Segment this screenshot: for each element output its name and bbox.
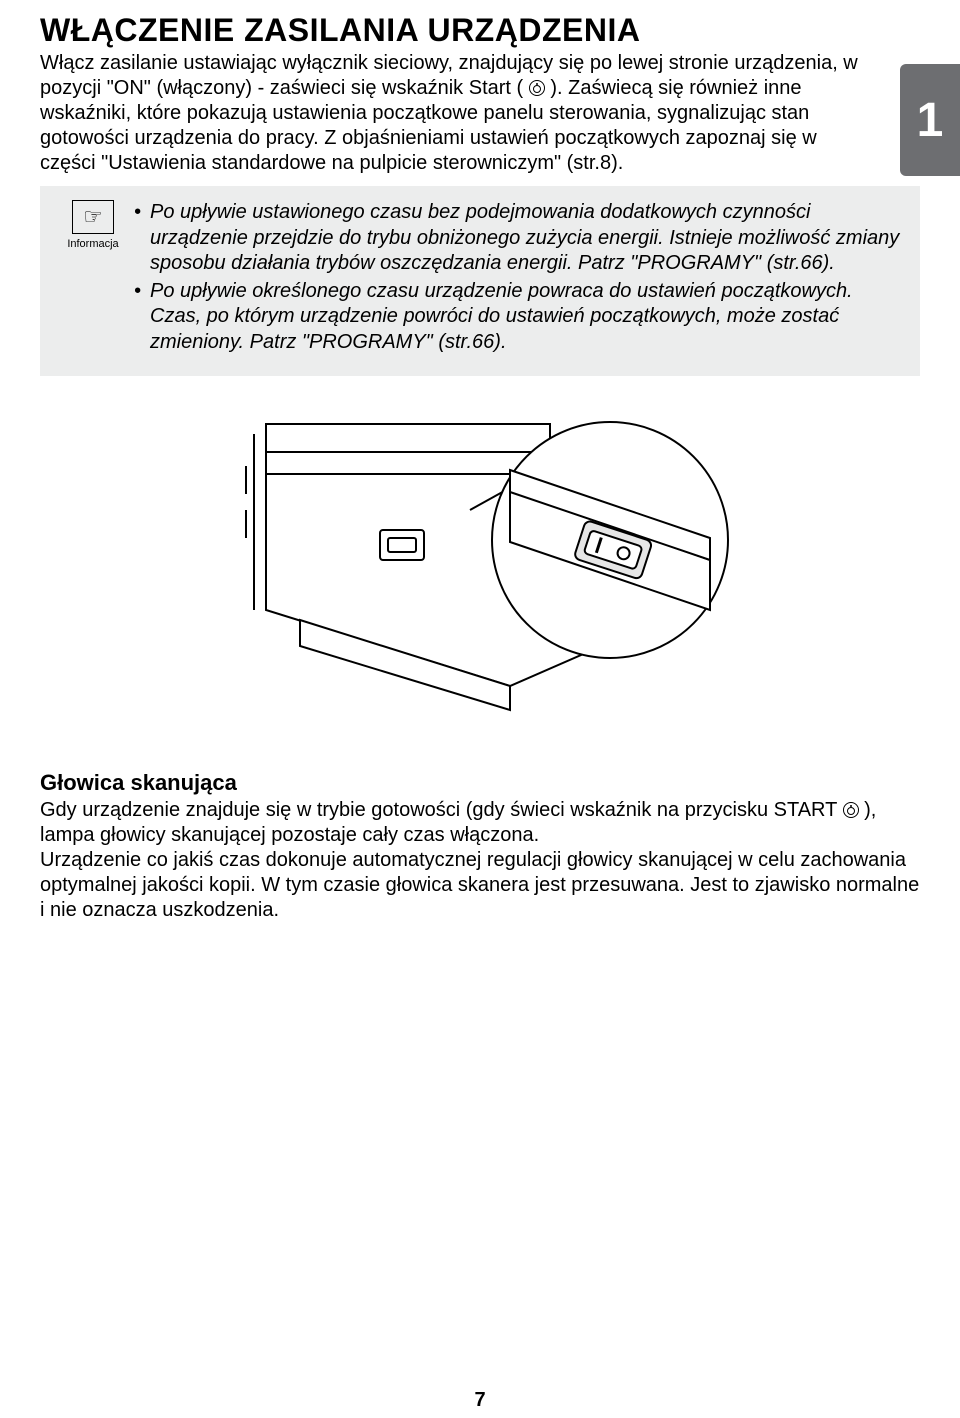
info-icon-column: ☞ Informacja: [54, 200, 132, 358]
chapter-number: 1: [917, 93, 944, 148]
info-glyph: ☞: [83, 204, 103, 230]
pointing-hand-icon: ☞: [72, 200, 114, 234]
start-indicator-icon: [529, 80, 545, 96]
page-title: WŁĄCZENIE ZASILANIA URZĄDZENIA: [40, 12, 920, 49]
info-box: ☞ Informacja Po upływie ustawionego czas…: [40, 186, 920, 376]
scanner-body-2: Urządzenie co jakiś czas dokonuje automa…: [40, 848, 920, 923]
intro-paragraph: Włącz zasilanie ustawiając wyłącznik sie…: [40, 51, 860, 176]
page-number: 7: [0, 1389, 960, 1412]
scanner-heading: Głowica skanująca: [40, 770, 920, 796]
info-item: Po upływie ustawionego czasu bez podejmo…: [132, 200, 902, 277]
info-label: Informacja: [54, 238, 132, 250]
page-content: WŁĄCZENIE ZASILANIA URZĄDZENIA Włącz zas…: [0, 0, 960, 923]
chapter-tab: 1: [900, 64, 960, 176]
device-illustration: [40, 410, 920, 730]
power-switch-diagram-icon: [210, 410, 750, 730]
start-indicator-icon: [843, 802, 859, 818]
scanner-body: Gdy urządzenie znajduje się w trybie got…: [40, 798, 920, 848]
info-item: Po upływie określonego czasu urządzenie …: [132, 279, 902, 356]
info-content: Po upływie ustawionego czasu bez podejmo…: [132, 200, 902, 358]
scanner-text-a: Gdy urządzenie znajduje się w trybie got…: [40, 799, 843, 821]
scanner-head-section: Głowica skanująca Gdy urządzenie znajduj…: [40, 770, 920, 923]
